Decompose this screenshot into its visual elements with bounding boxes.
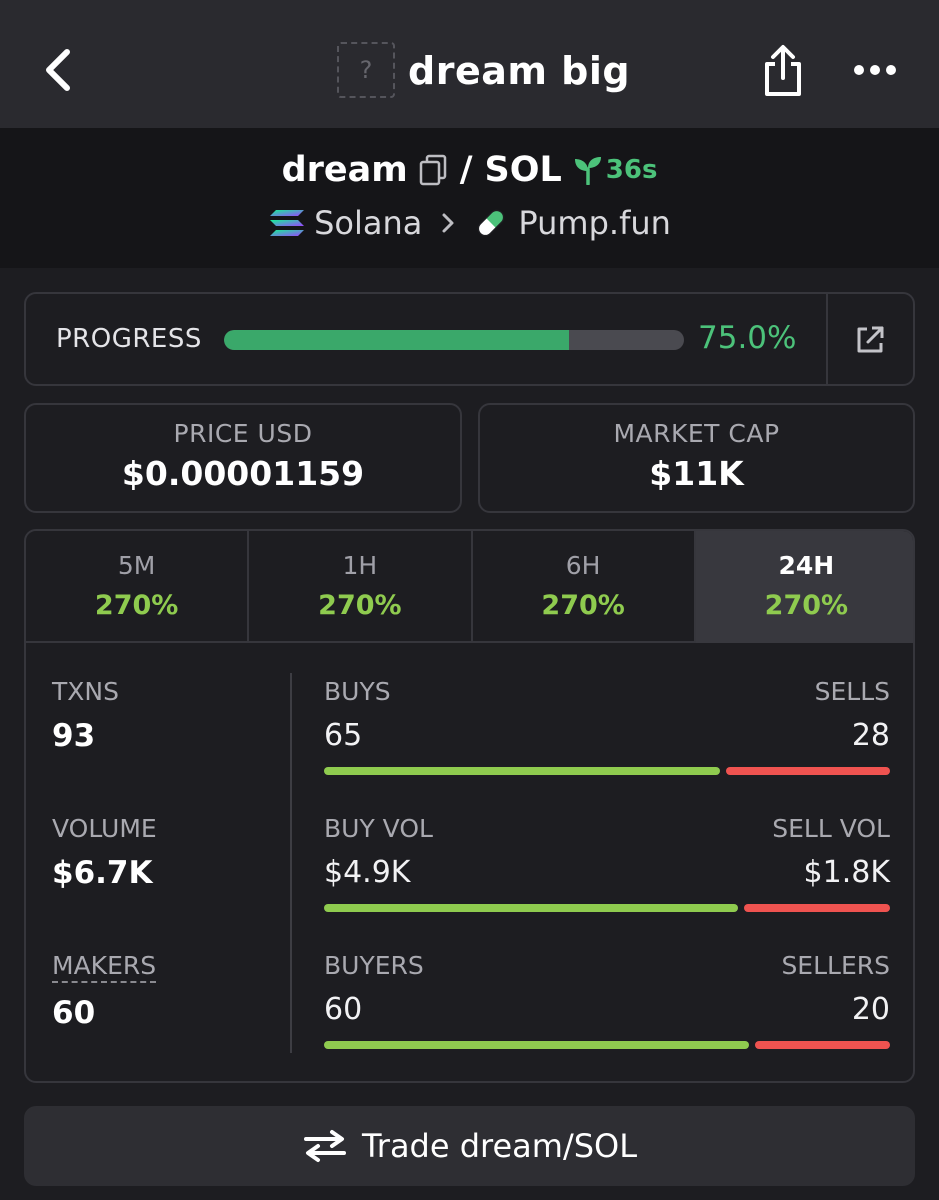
split-makers: BUYERS SELLERS 60 20 (324, 951, 890, 1081)
metric-volume: VOLUME $6.7K (52, 814, 282, 951)
sells-bar (725, 767, 890, 775)
buys-value: 65 (324, 718, 363, 753)
tab-price-change: 270% (764, 590, 849, 621)
pair-title-row: dream / SOL 36s (0, 144, 939, 196)
buy-sell-column: BUYS SELLS 65 28 BUY VOL SELL VOL $4.9K … (324, 677, 890, 1081)
txns-label: TXNS (52, 677, 119, 706)
price-usd-card: PRICE USD $0.00001159 (24, 403, 462, 513)
pill-icon (477, 209, 505, 237)
more-options-button[interactable] (848, 50, 902, 90)
sellers-value: 20 (851, 992, 890, 1027)
share-button[interactable] (756, 40, 810, 100)
sprout-icon (574, 157, 601, 185)
buys-bar (324, 767, 720, 775)
sell-vol-bar (743, 904, 890, 912)
progress-divider (826, 294, 828, 384)
chevron-right-icon (442, 213, 454, 233)
market-cap-label: MARKET CAP (613, 419, 780, 448)
tab-6h[interactable]: 6H 270% (472, 531, 696, 643)
buys-sells-bar (324, 767, 890, 775)
buyers-label: BUYERS (324, 951, 424, 980)
pair-base-symbol: dream (281, 150, 408, 190)
progress-bar (224, 330, 684, 350)
makers-label[interactable]: MAKERS (52, 951, 157, 983)
buyers-bar (324, 1041, 749, 1049)
chevron-left-icon (46, 49, 70, 91)
txns-value: 93 (52, 718, 96, 754)
tab-24h[interactable]: 24H 270% (695, 531, 913, 643)
split-txns: BUYS SELLS 65 28 (324, 677, 890, 814)
share-icon (765, 45, 801, 96)
buy-vol-label: BUY VOL (324, 814, 433, 843)
swap-arrows-icon (303, 1130, 346, 1162)
tab-price-change: 270% (94, 590, 179, 621)
timeframe-tabs: 5M 270% 1H 270% 6H 270% 24H 270% (26, 531, 913, 643)
tab-label: 6H (565, 551, 601, 580)
sellers-label: SELLERS (781, 951, 890, 980)
trade-button-label: Trade dream/SOL (361, 1127, 638, 1165)
progress-value: 75.0% (698, 320, 797, 356)
top-bar: ? dream big (0, 0, 939, 128)
solana-icon (270, 210, 305, 236)
metric-txns: TXNS 93 (52, 677, 282, 814)
sell-vol-label: SELL VOL (772, 814, 890, 843)
copy-icon[interactable] (418, 154, 448, 186)
token-image-placeholder: ? (337, 42, 395, 98)
page-title: dream big (408, 49, 631, 93)
split-volume: BUY VOL SELL VOL $4.9K $1.8K (324, 814, 890, 951)
ellipsis-icon (854, 65, 896, 75)
chain-link[interactable]: Solana (314, 204, 423, 242)
external-link-button[interactable] (852, 322, 888, 358)
tab-5m[interactable]: 5M 270% (26, 531, 250, 643)
market-cap-card: MARKET CAP $11K (478, 403, 915, 513)
token-image-placeholder-glyph: ? (359, 56, 373, 84)
pair-header: dream / SOL 36s Solana (0, 128, 939, 268)
column-divider (290, 673, 292, 1053)
price-usd-value: $0.00001159 (121, 454, 365, 493)
buy-sell-volume-bar (324, 904, 890, 912)
stats-card: 5M 270% 1H 270% 6H 270% 24H 270% TXNS 93… (24, 529, 915, 1083)
buyers-value: 60 (324, 992, 363, 1027)
tab-label: 1H (342, 551, 378, 580)
tab-price-change: 270% (541, 590, 625, 621)
buys-label: BUYS (324, 677, 391, 706)
price-usd-label: PRICE USD (173, 419, 313, 448)
makers-value: 60 (52, 995, 96, 1031)
dex-link[interactable]: Pump.fun (518, 204, 671, 242)
metric-makers: MAKERS 60 (52, 951, 282, 1081)
tab-1h[interactable]: 1H 270% (249, 531, 473, 643)
pair-age: 36s (605, 155, 658, 185)
tab-price-change: 270% (318, 590, 402, 621)
volume-label: VOLUME (52, 814, 157, 843)
pair-separator: / (459, 150, 473, 190)
back-button[interactable] (34, 44, 82, 96)
chain-breadcrumb: Solana Pump.fun (0, 200, 939, 246)
external-link-icon (857, 326, 884, 353)
progress-bar-fill (224, 330, 569, 350)
buy-vol-bar (324, 904, 738, 912)
tab-label: 5M (117, 551, 156, 580)
progress-card: PROGRESS 75.0% (24, 292, 915, 386)
market-cap-value: $11K (649, 454, 744, 493)
volume-value: $6.7K (52, 855, 153, 891)
buy-vol-value: $4.9K (324, 855, 411, 890)
metrics-column: TXNS 93 VOLUME $6.7K MAKERS 60 (52, 677, 282, 1081)
sells-value: 28 (851, 718, 890, 753)
tab-label: 24H (778, 551, 835, 580)
sell-vol-value: $1.8K (803, 855, 890, 890)
buyers-sellers-bar (324, 1041, 890, 1049)
pair-quote-symbol: SOL (484, 150, 562, 190)
trade-button[interactable]: Trade dream/SOL (24, 1106, 915, 1186)
sells-label: SELLS (814, 677, 890, 706)
sellers-bar (754, 1041, 890, 1049)
progress-label: PROGRESS (56, 324, 202, 354)
